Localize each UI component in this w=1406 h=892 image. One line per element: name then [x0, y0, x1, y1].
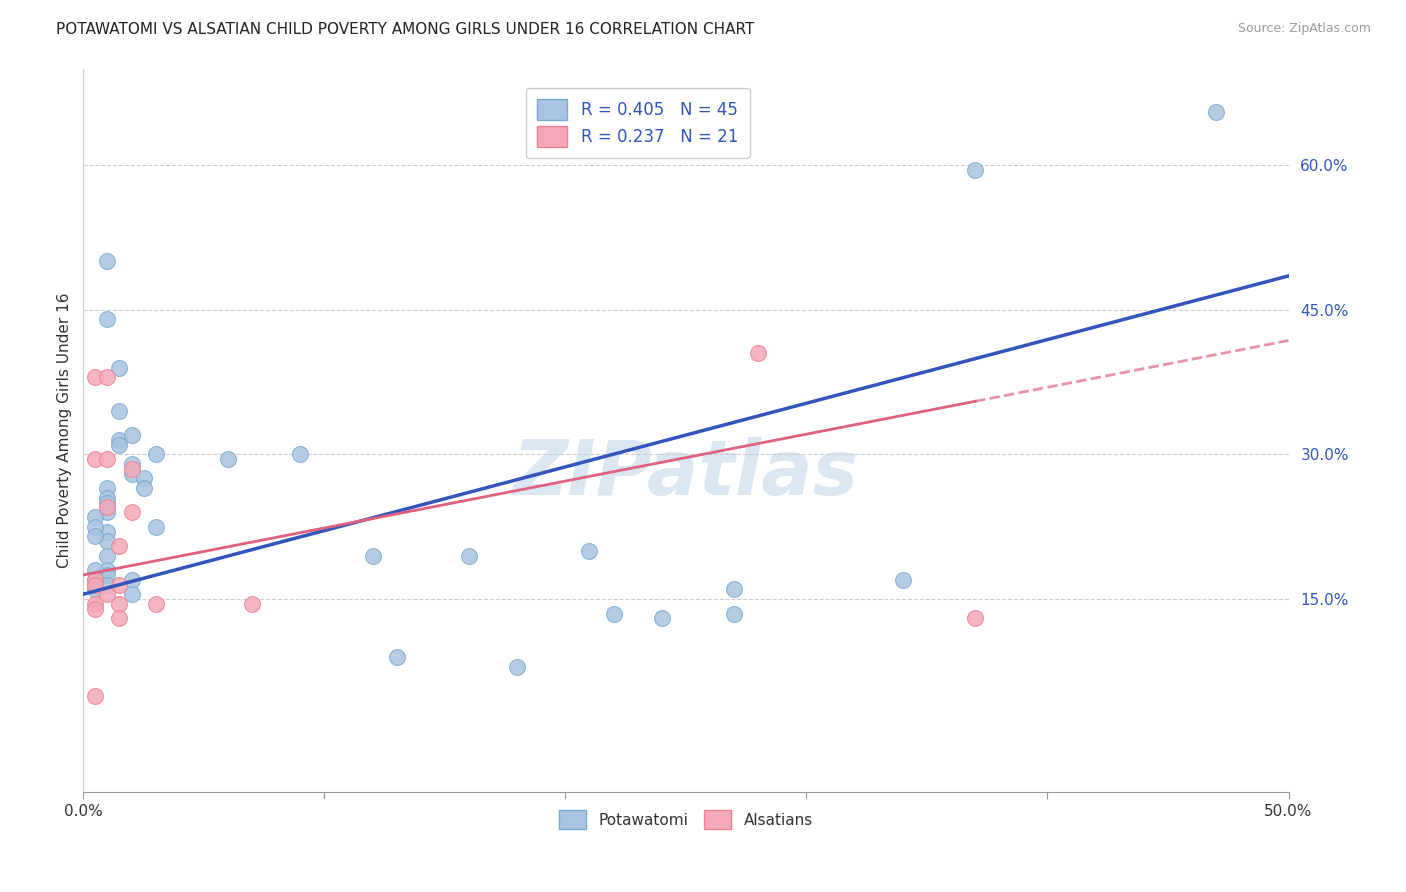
Point: [84, 563, 107, 577]
Point: [965, 162, 987, 177]
Point: [891, 573, 914, 587]
Point: [385, 649, 408, 664]
Point: [108, 438, 131, 452]
Point: [217, 452, 239, 467]
Point: [506, 659, 529, 673]
Point: [96, 452, 118, 467]
Point: [651, 611, 673, 625]
Point: [96, 587, 118, 601]
Point: [108, 611, 131, 625]
Point: [121, 462, 143, 476]
Point: [96, 577, 118, 591]
Point: [121, 573, 143, 587]
Point: [84, 597, 107, 611]
Point: [121, 587, 143, 601]
Point: [96, 524, 118, 539]
Point: [84, 577, 107, 591]
Point: [84, 452, 107, 467]
Point: [361, 549, 384, 563]
Point: [602, 607, 624, 621]
Point: [240, 597, 263, 611]
Point: [84, 529, 107, 543]
Text: Source: ZipAtlas.com: Source: ZipAtlas.com: [1237, 22, 1371, 36]
Point: [121, 428, 143, 442]
Point: [458, 549, 481, 563]
Text: POTAWATOMI VS ALSATIAN CHILD POVERTY AMONG GIRLS UNDER 16 CORRELATION CHART: POTAWATOMI VS ALSATIAN CHILD POVERTY AMO…: [56, 22, 755, 37]
Point: [723, 582, 745, 597]
Point: [108, 404, 131, 418]
Point: [108, 539, 131, 553]
Point: [84, 519, 107, 533]
Legend: Potawatomi, Alsatians: Potawatomi, Alsatians: [553, 804, 818, 835]
Point: [145, 519, 167, 533]
Point: [84, 370, 107, 384]
Point: [290, 447, 312, 461]
Point: [965, 611, 987, 625]
Point: [84, 510, 107, 524]
Point: [121, 457, 143, 471]
Point: [96, 254, 118, 268]
Point: [84, 689, 107, 703]
Point: [121, 505, 143, 519]
Point: [578, 544, 600, 558]
Point: [84, 573, 107, 587]
Point: [96, 505, 118, 519]
Point: [723, 607, 745, 621]
Point: [96, 500, 118, 515]
Text: ZIPatlas: ZIPatlas: [513, 437, 859, 510]
Point: [747, 346, 769, 360]
Point: [96, 563, 118, 577]
Point: [96, 370, 118, 384]
Point: [108, 597, 131, 611]
Point: [84, 573, 107, 587]
Point: [96, 495, 118, 509]
Point: [145, 597, 167, 611]
Point: [108, 577, 131, 591]
Point: [1205, 104, 1227, 119]
Point: [132, 471, 155, 485]
Point: [96, 491, 118, 505]
Point: [108, 360, 131, 375]
Point: [84, 582, 107, 597]
Point: [108, 433, 131, 447]
Point: [96, 534, 118, 549]
Y-axis label: Child Poverty Among Girls Under 16: Child Poverty Among Girls Under 16: [58, 293, 72, 568]
Point: [121, 467, 143, 481]
Point: [96, 549, 118, 563]
Point: [84, 601, 107, 615]
Point: [132, 481, 155, 495]
Point: [96, 568, 118, 582]
Point: [145, 447, 167, 461]
Point: [96, 312, 118, 326]
Point: [96, 481, 118, 495]
